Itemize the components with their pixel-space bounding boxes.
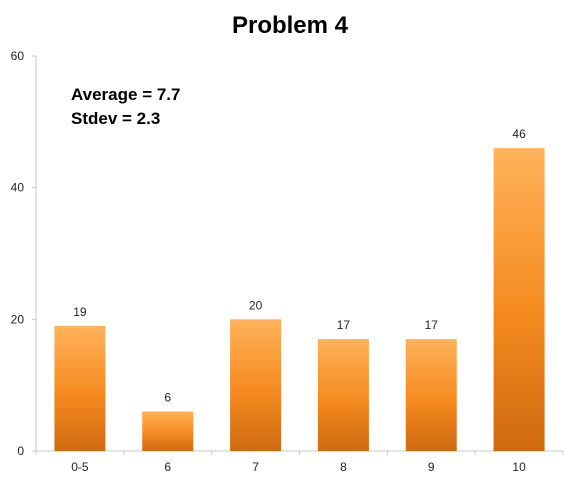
bar-0-5	[54, 325, 106, 451]
bar-8	[317, 339, 369, 451]
data-label-6: 6	[164, 391, 171, 405]
bar-9	[405, 339, 457, 451]
x-tick-label-0-5: 0-5	[71, 460, 89, 474]
x-tick-label-6: 6	[164, 460, 171, 474]
data-label-0-5: 19	[73, 305, 87, 319]
data-labels-group: 19 6 20 17 17 46	[73, 127, 526, 404]
y-tick-label: 20	[11, 312, 25, 326]
tick-labels-group: 0 20 40 60 0-5 6 7 8 9 10	[11, 49, 526, 474]
bar-7	[230, 319, 282, 451]
bar-6	[142, 411, 194, 451]
y-tick-label: 60	[11, 49, 25, 63]
y-tick-label: 40	[11, 181, 25, 195]
stdev-annotation: Stdev = 2.3	[71, 109, 160, 128]
bar-10	[493, 148, 545, 451]
data-label-7: 20	[249, 298, 263, 312]
x-tick-label-9: 9	[428, 460, 435, 474]
axes-group	[32, 55, 564, 455]
bars-group	[54, 148, 545, 451]
y-tick-label: 0	[17, 444, 24, 458]
x-tick-label-10: 10	[512, 460, 526, 474]
data-label-8: 17	[337, 318, 351, 332]
data-label-10: 46	[512, 127, 526, 141]
x-tick-label-8: 8	[340, 460, 347, 474]
x-tick-label-7: 7	[252, 460, 259, 474]
average-annotation: Average = 7.7	[71, 85, 180, 104]
data-label-9: 17	[425, 318, 439, 332]
chart-title: Problem 4	[232, 12, 349, 39]
